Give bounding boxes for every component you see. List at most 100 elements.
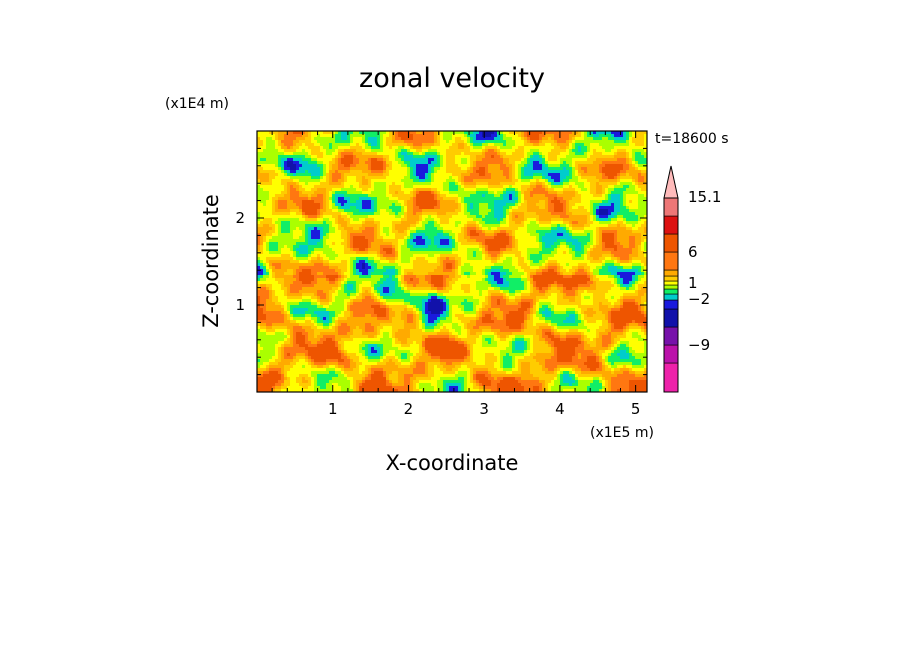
heatmap-cell — [497, 143, 501, 147]
heatmap-cell — [512, 137, 516, 141]
heatmap-cell — [629, 131, 633, 135]
heatmap-cell — [509, 137, 513, 141]
heatmap-cell — [284, 134, 288, 138]
heatmap-cell — [323, 146, 327, 150]
heatmap-cell — [617, 182, 621, 186]
heatmap-cell — [548, 146, 552, 150]
heatmap-cell — [617, 131, 621, 135]
heatmap-cell — [527, 137, 531, 141]
heatmap-cell — [614, 173, 618, 177]
heatmap-cell — [344, 173, 348, 177]
heatmap-cell — [293, 143, 297, 147]
heatmap-cell — [500, 182, 504, 186]
heatmap-cell — [368, 152, 372, 156]
heatmap-cell — [422, 149, 426, 153]
heatmap-cell — [497, 182, 501, 186]
heatmap-cell — [347, 149, 351, 153]
heatmap-cell — [278, 131, 282, 135]
heatmap-cell — [308, 161, 312, 165]
heatmap-cell — [290, 179, 294, 183]
heatmap-cell — [317, 143, 321, 147]
heatmap-cell — [608, 146, 612, 150]
heatmap-cell — [416, 152, 420, 156]
heatmap-cell — [332, 170, 336, 174]
heatmap-cell — [563, 155, 567, 159]
heatmap-cell — [632, 146, 636, 150]
heatmap-cell — [425, 173, 429, 177]
heatmap-cell — [380, 149, 384, 153]
heatmap-cell — [512, 155, 516, 159]
heatmap-cell — [299, 143, 303, 147]
heatmap-cell — [581, 149, 585, 153]
heatmap-cell — [338, 140, 342, 144]
heatmap-cell — [362, 182, 366, 186]
heatmap-cell — [398, 182, 402, 186]
heatmap-cell — [308, 146, 312, 150]
heatmap-cell — [281, 176, 285, 180]
heatmap-cell — [566, 173, 570, 177]
heatmap-cell — [323, 179, 327, 183]
heatmap-cell — [455, 161, 459, 165]
heatmap-cell — [338, 143, 342, 147]
heatmap-cell — [374, 152, 378, 156]
heatmap-cell — [566, 152, 570, 156]
heatmap-cell — [632, 173, 636, 177]
heatmap-cell — [311, 173, 315, 177]
heatmap-cell — [545, 158, 549, 162]
heatmap-cell — [626, 149, 630, 153]
heatmap-cell — [605, 140, 609, 144]
heatmap-cell — [461, 185, 465, 189]
heatmap-cell — [464, 170, 468, 174]
heatmap-cell — [269, 131, 273, 135]
heatmap-cell — [257, 134, 261, 138]
heatmap-cell — [635, 176, 639, 180]
heatmap-cell — [281, 149, 285, 153]
heatmap-cell — [560, 131, 564, 135]
heatmap-cell — [500, 143, 504, 147]
heatmap-cell — [365, 143, 369, 147]
heatmap-cell — [353, 179, 357, 183]
heatmap-cell — [608, 164, 612, 168]
heatmap-cell — [518, 140, 522, 144]
heatmap-cell — [401, 143, 405, 147]
heatmap-cell — [509, 134, 513, 138]
heatmap-cell — [458, 140, 462, 144]
heatmap-cell — [338, 167, 342, 171]
heatmap-cell — [386, 185, 390, 189]
heatmap-cell — [377, 179, 381, 183]
heatmap-cell — [557, 140, 561, 144]
heatmap-cell — [575, 158, 579, 162]
heatmap-cell — [317, 158, 321, 162]
heatmap-cell — [539, 161, 543, 165]
heatmap-cell — [386, 170, 390, 174]
heatmap-cell — [521, 167, 525, 171]
heatmap-cell — [500, 170, 504, 174]
heatmap-cell — [287, 158, 291, 162]
heatmap-cell — [410, 179, 414, 183]
heatmap-cell — [512, 134, 516, 138]
heatmap-cell — [566, 170, 570, 174]
heatmap-cell — [320, 170, 324, 174]
heatmap-cell — [368, 158, 372, 162]
heatmap-cell — [641, 179, 645, 183]
heatmap-cell — [515, 176, 519, 180]
heatmap-cell — [341, 155, 345, 159]
heatmap-cell — [458, 170, 462, 174]
heatmap-cell — [485, 137, 489, 141]
heatmap-cell — [458, 173, 462, 177]
heatmap-cell — [374, 170, 378, 174]
heatmap-cell — [605, 173, 609, 177]
heatmap-cell — [569, 182, 573, 186]
heatmap-cell — [350, 158, 354, 162]
heatmap-cell — [374, 179, 378, 183]
heatmap-cell — [392, 146, 396, 150]
heatmap-cell — [419, 137, 423, 141]
heatmap-cell — [470, 155, 474, 159]
heatmap-cell — [500, 152, 504, 156]
heatmap-cell — [317, 176, 321, 180]
heatmap-cell — [398, 152, 402, 156]
heatmap-cell — [641, 164, 645, 168]
heatmap-cell — [428, 131, 432, 135]
heatmap-cell — [602, 140, 606, 144]
heatmap-cell — [425, 152, 429, 156]
